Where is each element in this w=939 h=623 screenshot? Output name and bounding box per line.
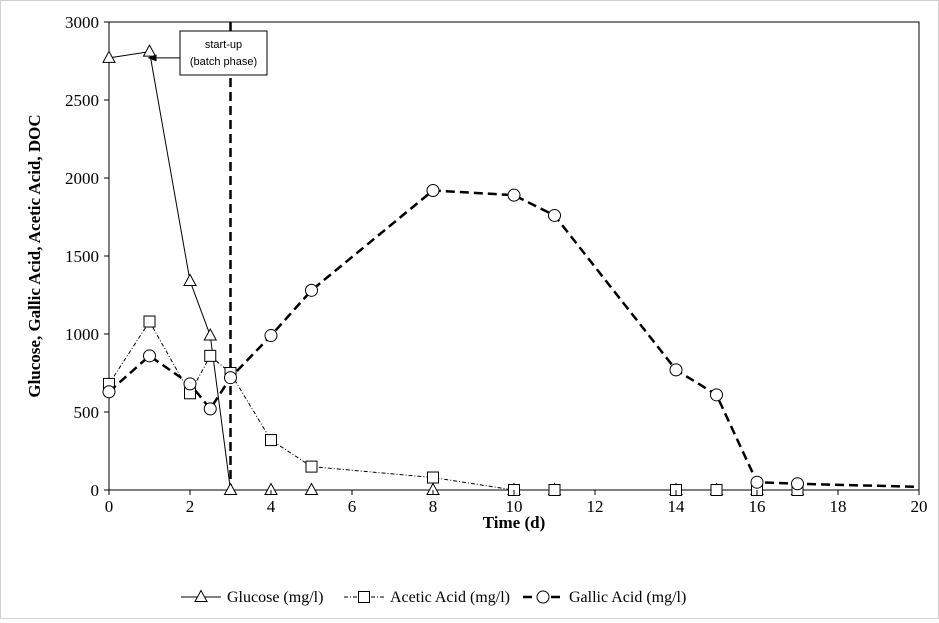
y-axis-title: Glucose, Gallic Acid, Acetic Acid, DOC: [25, 114, 44, 397]
data-point-circle: [507, 188, 521, 202]
data-point-triangle: [223, 482, 238, 495]
data-point-square: [427, 471, 439, 484]
data-point-square: [548, 484, 561, 496]
data-point-square: [265, 434, 277, 447]
x-tick-label: 4: [267, 497, 276, 516]
annotation-text-line2: (batch phase): [190, 56, 257, 68]
series-layer: [102, 44, 920, 496]
legend: Glucose (mg/l) Acetic Acid (mg/l) Gallic A…: [181, 589, 686, 606]
data-point-circle: [264, 329, 278, 343]
data-point-triangle: [203, 328, 218, 341]
x-tick-label: 2: [186, 497, 195, 516]
y-tick-label: 3000: [65, 13, 99, 32]
annotation-box: [179, 30, 268, 76]
data-point-square: [204, 349, 217, 362]
y-tick-label: 1000: [65, 325, 99, 344]
y-tick-label: 2500: [65, 91, 99, 110]
data-point-square: [305, 460, 318, 473]
x-tick-label: 10: [506, 497, 523, 516]
y-tick-label: 0: [91, 481, 100, 500]
series-line-triangle: [108, 51, 798, 491]
data-point-circle: [305, 283, 318, 297]
data-point-circle: [548, 208, 561, 222]
data-point-square: [143, 315, 156, 328]
legend-label-circle: Gallic Acid (mg/l): [569, 589, 686, 606]
legend-marker-square: [358, 591, 370, 603]
x-tick-label: 0: [105, 497, 114, 516]
x-tick-label: 18: [830, 497, 847, 516]
data-point-triangle: [183, 273, 197, 286]
data-point-circle: [203, 402, 217, 416]
data-point-triangle: [102, 50, 116, 63]
data-point-circle: [143, 349, 156, 363]
x-tick-label: 8: [429, 497, 438, 516]
x-tick-label: 16: [749, 497, 766, 516]
data-point-square: [710, 484, 723, 496]
data-point-circle: [669, 363, 683, 377]
data-point-circle: [791, 477, 804, 491]
data-point-triangle: [304, 482, 319, 495]
data-point-circle: [426, 183, 440, 197]
series-triangle: [102, 44, 805, 495]
tick-layer: 0 2 4 6 8 10 12 14 16 18 20 0 500 1000 1500 2000 2500 300…: [65, 13, 928, 516]
x-tick-label: 6: [348, 497, 357, 516]
data-point-circle: [710, 388, 723, 402]
x-axis-title: Time (d): [483, 513, 546, 532]
annotation: start-up (batch phase): [147, 30, 268, 76]
data-point-circle: [750, 475, 764, 489]
legend-marker-triangle: [194, 589, 208, 602]
y-tick-label: 500: [74, 403, 100, 422]
data-point-circle: [224, 371, 237, 385]
legend-marker-circle: [536, 590, 550, 604]
x-tick-label: 20: [911, 497, 928, 516]
data-point-circle: [102, 385, 116, 399]
legend-label-square: Acetic Acid (mg/l): [390, 589, 510, 606]
x-tick-label: 12: [587, 497, 604, 516]
y-tick-label: 2000: [65, 169, 99, 188]
annotation-arrowhead: [147, 54, 157, 62]
x-tick-label: 14: [668, 497, 686, 516]
annotation-text-line1: start-up: [205, 39, 242, 51]
y-tick-label: 1500: [65, 247, 99, 266]
data-point-triangle: [142, 44, 157, 57]
legend-label-triangle: Glucose (mg/l): [227, 589, 323, 606]
series-circle: [102, 183, 920, 491]
data-point-circle: [183, 377, 197, 391]
